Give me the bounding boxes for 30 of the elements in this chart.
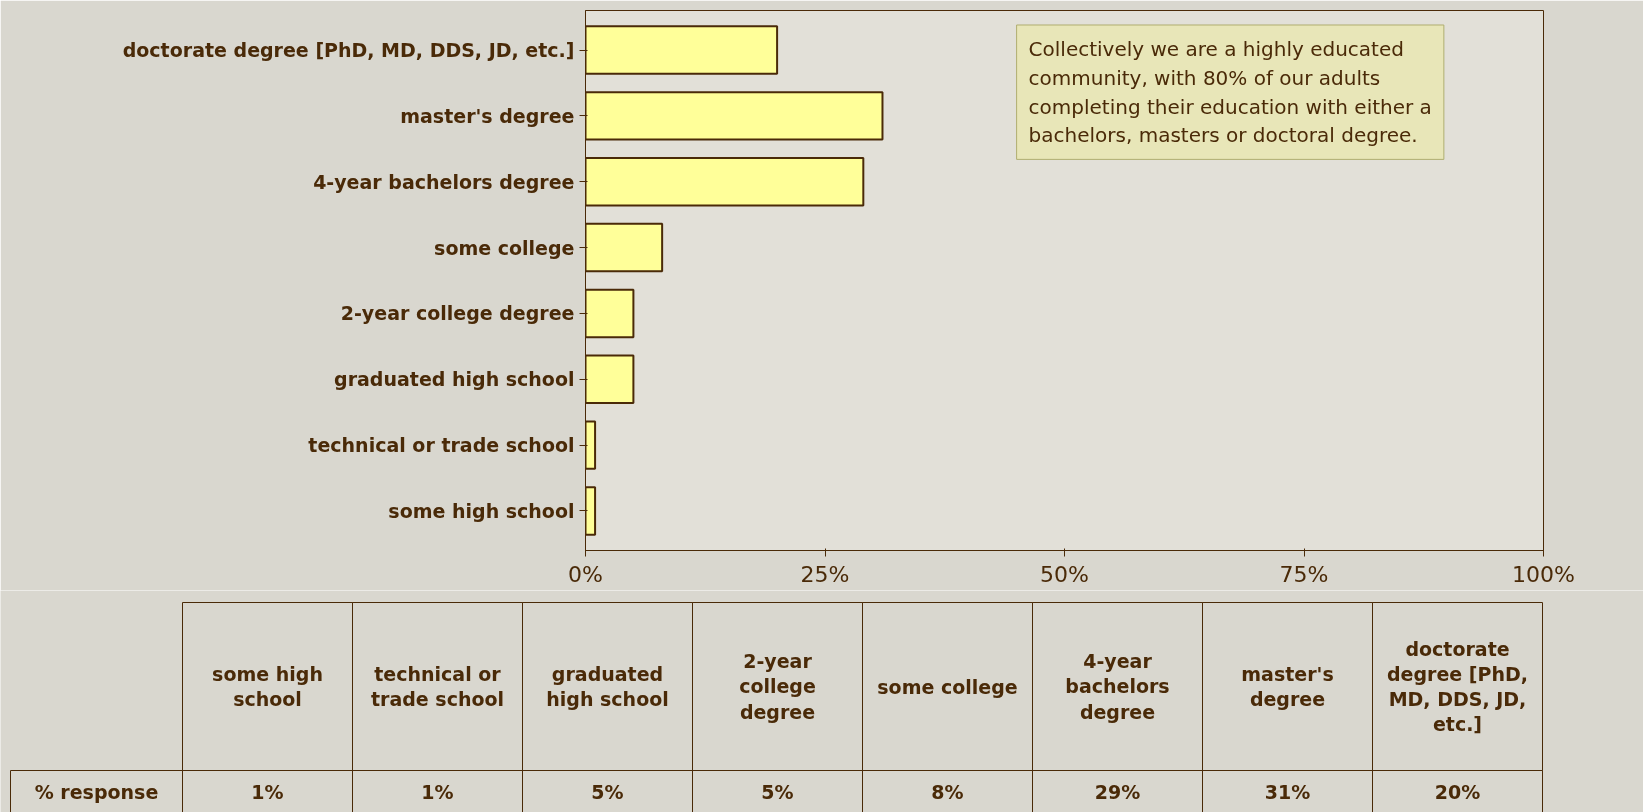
series-label: % response bbox=[34, 780, 159, 803]
y-tick-label: 4-year bachelors degree bbox=[313, 170, 575, 193]
x-tick-label: 100% bbox=[1512, 561, 1575, 587]
data-label: 31% bbox=[1264, 780, 1311, 803]
y-tick-label: some high school bbox=[388, 499, 575, 522]
x-tick-label: 0% bbox=[568, 561, 603, 587]
y-tick-label: technical or trade school bbox=[308, 434, 575, 457]
x-tick-label: 50% bbox=[1040, 561, 1089, 587]
data-label: 29% bbox=[1094, 780, 1141, 803]
category-label: doctorate degree [PhD, MD, DDS, JD, etc.] bbox=[1387, 637, 1528, 736]
y-tick-label: doctorate degree [PhD, MD, DDS, JD, etc.] bbox=[122, 39, 575, 62]
data-label: 1% bbox=[421, 780, 454, 803]
category-label: 4-year bachelors degree bbox=[1065, 650, 1170, 723]
y-tick-label: some college bbox=[434, 236, 575, 259]
data-label: 5% bbox=[761, 780, 794, 803]
x-tick-label: 25% bbox=[800, 561, 850, 587]
category-label: master's degree bbox=[1241, 662, 1334, 711]
data-label: 5% bbox=[591, 780, 624, 803]
data-label: 20% bbox=[1434, 780, 1481, 803]
category-label: some college bbox=[877, 675, 1018, 698]
data-label: 8% bbox=[931, 780, 964, 803]
y-tick-label: master's degree bbox=[400, 104, 575, 127]
y-tick-label: 2-year college degree bbox=[340, 302, 575, 325]
category-label: 2-year college degree bbox=[739, 650, 816, 723]
category-label: graduated high school bbox=[546, 662, 669, 711]
y-tick-label: graduated high school bbox=[334, 368, 575, 391]
category-label: some high school bbox=[212, 662, 323, 711]
data-label: 1% bbox=[251, 780, 284, 803]
annotation: Collectively we are a highly educated community, with 80% of our adults completing their education with either a bachelors, masters or doctoral degree. bbox=[1028, 36, 1432, 148]
x-tick-label: 75% bbox=[1279, 561, 1329, 587]
